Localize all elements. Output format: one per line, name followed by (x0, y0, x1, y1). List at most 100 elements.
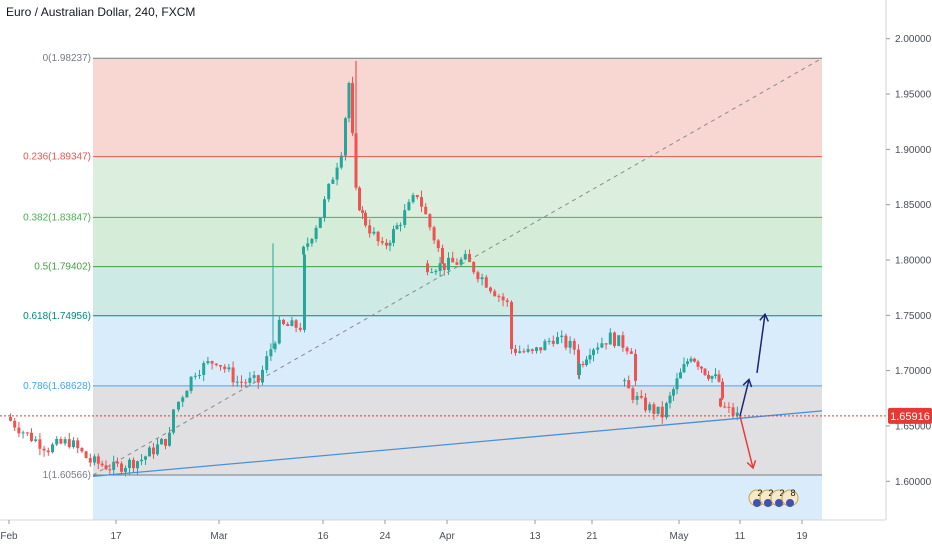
candle (585, 359, 588, 365)
candle (621, 335, 625, 348)
event-badge: 8 (781, 488, 799, 507)
candle (269, 349, 273, 357)
candle (34, 439, 38, 441)
candle (372, 231, 376, 234)
price-tick-label: 2.00000 (895, 34, 932, 45)
candle (675, 378, 679, 390)
candle (30, 432, 33, 441)
fib-zone (93, 385, 822, 476)
candle (447, 257, 450, 270)
candle (403, 210, 407, 225)
candle (627, 380, 631, 389)
candle (731, 407, 735, 416)
candle (202, 363, 206, 375)
candle (248, 377, 252, 383)
down-arrow-head (746, 460, 757, 470)
candle (156, 444, 159, 455)
candle (455, 262, 459, 265)
fib-label-0.382: 0.382(1.83847) (23, 212, 91, 223)
candle (428, 214, 432, 228)
fib-label-0.5: 0.5(1.79402) (34, 262, 91, 273)
candle (189, 376, 193, 391)
candle (42, 448, 46, 451)
candle (385, 242, 388, 246)
candle (310, 238, 314, 244)
candle (108, 469, 112, 471)
candle (59, 438, 63, 444)
fib-zone (93, 475, 822, 520)
candle (214, 363, 218, 366)
candle (719, 398, 722, 407)
candle (140, 459, 143, 462)
candle (539, 347, 543, 351)
candle (17, 427, 21, 434)
fib-zone (93, 315, 822, 386)
fib-label-0.236: 0.236(1.89347) (23, 152, 91, 163)
time-tick-label: Mar (210, 531, 228, 542)
candle (112, 461, 116, 470)
fib-label-0: 0(1.98237) (43, 53, 91, 64)
candle (442, 263, 446, 270)
candle (476, 272, 480, 280)
candle (364, 212, 367, 226)
candle (407, 202, 411, 211)
candle (631, 388, 635, 400)
candle (489, 287, 492, 292)
candle (535, 347, 538, 352)
candle (376, 231, 380, 242)
candle (351, 83, 354, 134)
candle (430, 272, 434, 274)
candle (96, 456, 100, 464)
candle (168, 432, 171, 446)
price-tick-label: 1.65000 (895, 421, 932, 432)
candle (124, 467, 127, 472)
current-price-label: 1.65916 (890, 411, 930, 423)
candle (441, 248, 444, 264)
up-arrow-2 (756, 314, 766, 373)
candle (132, 459, 135, 469)
candle (596, 347, 600, 350)
candle (560, 335, 564, 337)
candle (25, 432, 29, 434)
candle (256, 375, 260, 383)
time-tick-label: 17 (110, 531, 122, 542)
event-badge-dot (753, 499, 761, 507)
candle (420, 197, 423, 207)
candle (682, 364, 686, 373)
candle (426, 263, 429, 273)
candle (592, 349, 595, 356)
candle (306, 243, 310, 247)
candle (530, 349, 534, 352)
candle (415, 195, 419, 198)
up-arrow-1 (739, 379, 750, 417)
time-tick-label: 24 (379, 531, 391, 542)
candle (660, 406, 664, 418)
candle (543, 341, 547, 351)
event-badge-dot (786, 499, 794, 507)
candle (235, 381, 239, 383)
candle (282, 319, 285, 325)
candle (80, 448, 84, 452)
candle (88, 458, 92, 463)
candle (668, 395, 672, 404)
candle (76, 440, 80, 449)
candle (323, 199, 326, 218)
candle (634, 353, 637, 381)
candle (84, 451, 88, 459)
candle (298, 327, 302, 330)
candle (613, 332, 616, 347)
time-tick-label: 16 (317, 531, 329, 542)
candle (331, 179, 335, 184)
candle (656, 406, 660, 414)
candle (104, 465, 108, 470)
candle (160, 438, 163, 445)
candle (581, 363, 585, 365)
candle (193, 375, 197, 377)
candle (617, 335, 621, 347)
candle (120, 463, 123, 472)
current-price-badge (888, 407, 932, 424)
down-arrow (739, 415, 754, 469)
candle (480, 277, 484, 280)
